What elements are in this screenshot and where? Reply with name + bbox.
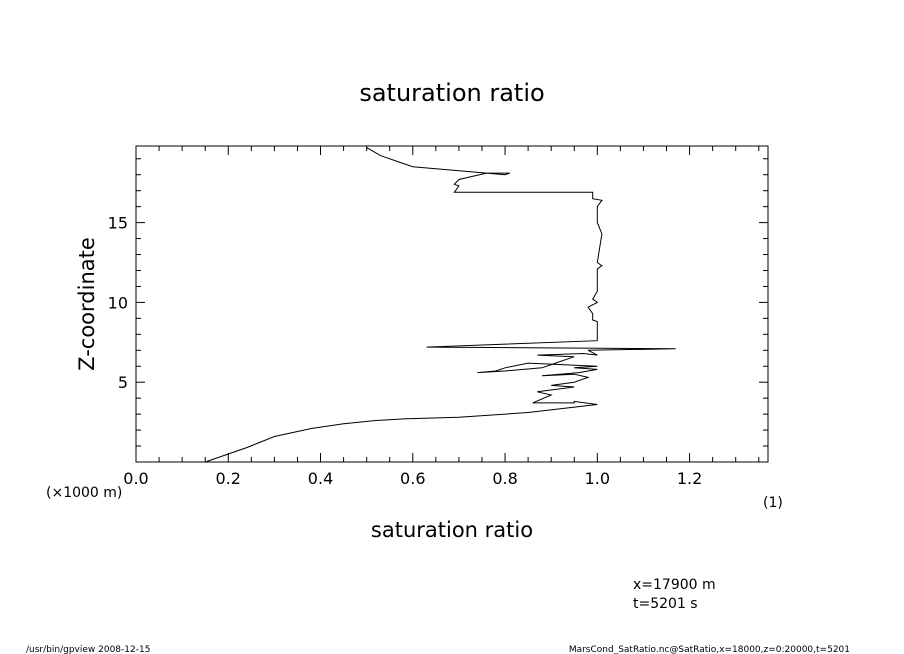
y-tick-label: 5 [118,373,128,392]
y-tick-label: 10 [108,293,128,312]
position-annotation: x=17900 m [633,577,716,593]
x-axis-unit: (1) [763,495,783,511]
series-layer [205,147,676,463]
x-tick-label: 0.0 [123,469,148,488]
x-tick-label: 1.0 [585,469,610,488]
x-tick-label: 0.4 [308,469,333,488]
x-axis-label: saturation ratio [371,518,533,542]
x-tick-label: 0.2 [216,469,241,488]
y-tick-label: 15 [108,214,128,233]
footer-source: MarsCond_SatRatio.nc@SatRatio,x=18000,z=… [569,645,850,654]
footer-program: /usr/bin/gpview 2008-12-15 [26,645,150,654]
plot-frame [135,145,769,463]
x-tick-label: 1.2 [677,469,702,488]
series-line [205,147,676,463]
y-axis-unit: (×1000 m) [46,485,122,501]
x-tick-label: 0.8 [492,469,517,488]
x-axis: 0.0 0.2 0.4 0.6 0.8 1.0 1.2 [123,146,760,488]
y-axis: 5 10 15 [108,158,768,447]
chart-title: saturation ratio [359,79,544,107]
y-axis-label: Z-coordinate [75,237,99,371]
x-tick-label: 0.6 [400,469,425,488]
time-annotation: t=5201 s [633,596,698,612]
